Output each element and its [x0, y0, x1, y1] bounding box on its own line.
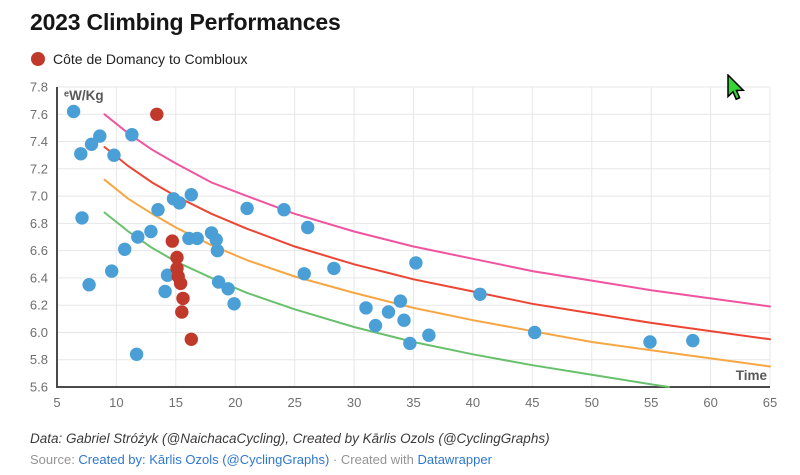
- y-tick-label: 5.8: [30, 352, 48, 367]
- point-other-performances[interactable]: [129, 347, 144, 361]
- point-other-performances[interactable]: [368, 318, 383, 333]
- point-other-performances[interactable]: [301, 220, 315, 235]
- scatter-chart: 7.8 7.6 7.4 7.2 7.0 6.8 6.6 6.4 6.2 6.0 5.8 5.6 5 10 1…: [30, 80, 777, 411]
- point-other-performances[interactable]: [118, 242, 132, 256]
- point-other-performances[interactable]: [327, 261, 341, 276]
- point-other-performances[interactable]: [686, 333, 700, 348]
- point-other-performances[interactable]: [528, 325, 542, 340]
- curve-pink: [103, 113, 771, 308]
- point-other-performances[interactable]: [297, 267, 311, 281]
- point-other-performances[interactable]: [125, 128, 139, 142]
- point-other-performances[interactable]: [397, 313, 411, 327]
- footer-data-credit: Data: Gabriel Stróżyk (@NaichacaCycling)…: [30, 431, 550, 446]
- y-tick-label: 6.6: [30, 243, 48, 258]
- created-with-label: Created with: [340, 452, 418, 467]
- x-tick-label: 35: [406, 395, 420, 410]
- x-axis-label: Time: [736, 368, 768, 383]
- x-tick-label: 45: [525, 395, 539, 410]
- point-other-performances[interactable]: [158, 284, 172, 299]
- point-other-performances[interactable]: [409, 256, 423, 270]
- y-tick-label: 6.0: [30, 325, 48, 340]
- y-tick-label: 5.6: [30, 380, 48, 395]
- point-other-performances[interactable]: [221, 282, 235, 296]
- curve-red: [103, 146, 771, 341]
- point-other-performances[interactable]: [227, 297, 241, 311]
- x-tick-label: 5: [53, 395, 60, 410]
- y-axis-unit-label: ᵉW/Kg: [64, 88, 104, 103]
- point-cote-de-domancy[interactable]: [173, 276, 188, 291]
- point-other-performances[interactable]: [105, 264, 119, 278]
- footer-source-line: Source: Created by: Kārlis Ozols (@Cycli…: [30, 452, 492, 467]
- point-other-performances[interactable]: [131, 230, 145, 244]
- x-tick-label: 20: [228, 395, 242, 410]
- point-other-performances[interactable]: [144, 224, 158, 239]
- point-other-performances[interactable]: [209, 233, 223, 247]
- curve-green: [103, 211, 670, 388]
- x-tick-label: 60: [703, 395, 717, 410]
- x-tick-label: 30: [347, 395, 361, 410]
- mouse-cursor-icon: [727, 74, 746, 101]
- point-other-performances[interactable]: [240, 201, 254, 216]
- x-tick-label: 10: [109, 395, 123, 410]
- y-tick-label: 6.2: [30, 298, 48, 313]
- y-tick-label: 7.2: [30, 161, 48, 176]
- curve-orange: [103, 178, 771, 368]
- point-cote-de-domancy[interactable]: [184, 332, 198, 346]
- legend-label: Côte de Domancy to Combloux: [53, 51, 248, 67]
- legend: Côte de Domancy to Combloux: [31, 51, 248, 67]
- point-other-performances[interactable]: [211, 275, 226, 289]
- x-tick-label: 40: [466, 395, 480, 410]
- point-cote-de-domancy[interactable]: [165, 234, 179, 248]
- y-tick-label: 7.0: [30, 189, 48, 204]
- y-tick-label: 7.6: [30, 107, 48, 122]
- point-other-performances[interactable]: [160, 268, 175, 282]
- point-other-performances[interactable]: [75, 211, 89, 225]
- point-other-performances[interactable]: [359, 301, 373, 315]
- point-other-performances[interactable]: [473, 287, 487, 301]
- y-tick-label: 6.4: [30, 270, 48, 285]
- datawrapper-link[interactable]: Datawrapper: [417, 452, 492, 467]
- x-tick-label: 15: [169, 395, 183, 410]
- point-other-performances[interactable]: [643, 335, 657, 349]
- point-other-performances[interactable]: [381, 305, 396, 319]
- y-tick-label: 6.8: [30, 216, 48, 231]
- point-cote-de-domancy[interactable]: [170, 250, 184, 265]
- point-cote-de-domancy[interactable]: [176, 291, 190, 306]
- x-tick-label: 50: [585, 395, 599, 410]
- y-tick-label: 7.8: [30, 80, 48, 95]
- source-label: Source:: [30, 452, 79, 467]
- point-cote-de-domancy[interactable]: [175, 305, 189, 319]
- point-other-performances[interactable]: [403, 336, 417, 351]
- point-other-performances[interactable]: [151, 203, 165, 217]
- source-author-link[interactable]: Created by: Kārlis Ozols (@CyclingGraphs…: [78, 452, 330, 467]
- point-other-performances[interactable]: [210, 243, 225, 258]
- point-other-performances[interactable]: [84, 137, 99, 151]
- point-other-performances[interactable]: [184, 188, 198, 202]
- point-other-performances[interactable]: [93, 129, 107, 143]
- point-other-performances[interactable]: [107, 148, 121, 162]
- legend-dot-icon: [31, 52, 45, 66]
- x-tick-label: 55: [644, 395, 658, 410]
- x-tick-label: 25: [287, 395, 301, 410]
- point-other-performances[interactable]: [190, 231, 204, 246]
- x-tick-label: 65: [763, 395, 777, 410]
- point-cote-de-domancy[interactable]: [150, 107, 164, 121]
- point-other-performances[interactable]: [393, 294, 408, 308]
- chart-title: 2023 Climbing Performances: [30, 9, 341, 35]
- point-other-performances[interactable]: [74, 147, 88, 161]
- separator-dot: ·: [329, 452, 341, 467]
- point-other-performances[interactable]: [82, 278, 96, 292]
- point-other-performances[interactable]: [277, 203, 291, 217]
- y-tick-label: 7.4: [30, 134, 48, 149]
- point-other-performances[interactable]: [66, 104, 81, 119]
- point-other-performances[interactable]: [172, 196, 187, 210]
- point-other-performances[interactable]: [422, 328, 436, 342]
